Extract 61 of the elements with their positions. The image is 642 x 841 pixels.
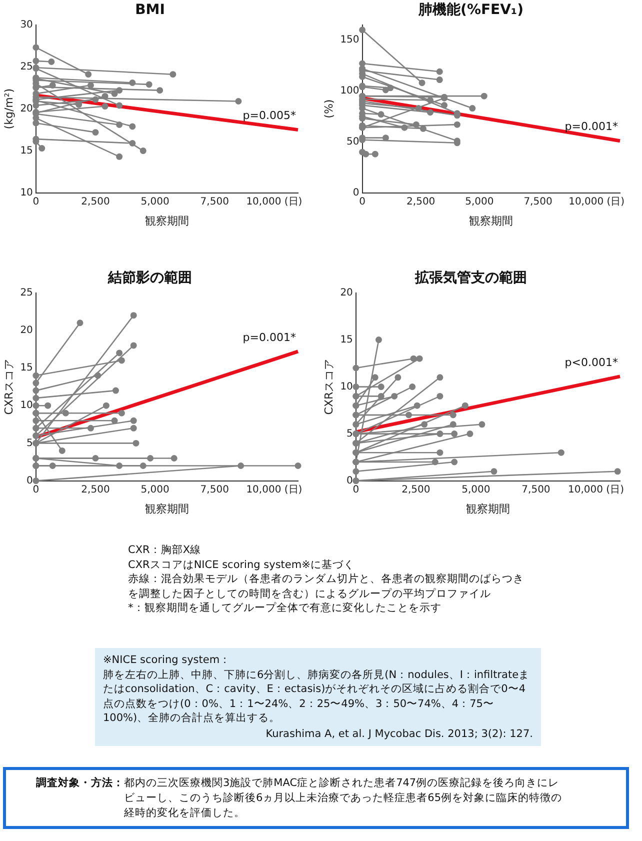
x-tick-label: 5,000: [465, 196, 494, 208]
y-tick-label: 10: [20, 187, 33, 198]
y-tick-label: 0: [346, 475, 353, 486]
annotation: p=0.001*: [564, 120, 618, 134]
x-axis-title: 観察期間: [466, 502, 510, 516]
text: 赤線：混合効果モデル（各患者のランダム切片と、各患者の観察期間のばらつきを調整した因子としての時間を含む）によるグループの平均プロファイル: [128, 572, 525, 601]
text: Kurashima A, et al. J Mycobac Dis. 2013; 3(2): 127.: [264, 726, 533, 741]
x-tick-label: 5,000: [140, 196, 170, 208]
x-tick-label: 2,500: [402, 484, 430, 496]
x-tick-label: 10,000 (日): [246, 484, 302, 496]
x-axis-title: 観察期間: [469, 214, 514, 228]
annotation: p=0.005*: [242, 109, 296, 122]
y-tick-label: 10: [20, 400, 33, 412]
text: 都内の三次医療機関3施設で肺MAC症と診断された患者747例の医療記録を後ろ向きにレビューし、このうち診断後6ヵ月以上未治療であった軽症患者65例を対象に臨床的特徴の経時的変化を評価した。: [124, 776, 564, 821]
text: CXR：胸部X線: [128, 543, 202, 558]
x-tick-label: 10,000 (日): [246, 196, 302, 208]
y-tick-label: 10: [340, 381, 353, 392]
y-tick-label: 25: [20, 61, 33, 72]
text: CXRスコアはNICE scoring system※に基づく: [128, 558, 356, 572]
annotation: p=0.001*: [242, 330, 296, 344]
x-tick-label: 2,500: [406, 196, 436, 208]
y-tick-label: 150: [340, 34, 360, 46]
chart-title: 肺機能(%FEV₁): [418, 2, 524, 18]
y-tick-label: 25: [20, 287, 33, 298]
y-tick-label: 50: [346, 136, 360, 148]
annotation: p<0.001*: [564, 356, 618, 369]
x-tick-label: 2,500: [81, 484, 110, 496]
chart-title: BMI: [135, 2, 165, 18]
x-tick-label: 7,500: [522, 484, 550, 496]
chart-title: 結節影の範囲: [107, 270, 192, 286]
text: *：観察期間を通してグループ全体で有意に変化したことを示す: [128, 601, 442, 616]
y-tick-label: 15: [340, 334, 353, 346]
y-tick-label: 100: [340, 86, 360, 97]
x-tick-label: 10,000 (日): [568, 196, 625, 208]
y-tick-label: 5: [346, 428, 353, 440]
y-axis-title: (kg/m²): [2, 88, 16, 130]
text: 肺を左右の上肺、中肺、下肺に6分割し、肺病変の各所見(N：nodules、I：infiltrateまたはconsolidation、C：cavity、E：ectasis)がそれぞれその区域に占める割合で0〜4点の点数をつけ(0：0%、1：1〜24%、2：25〜49%、3：50〜74%、4：75〜100%)、全肺の合計点を算出する。: [103, 668, 531, 726]
x-tick-label: 5,000: [140, 484, 170, 496]
y-tick-label: 5: [26, 438, 33, 449]
y-tick-label: 20: [20, 103, 33, 114]
y-axis-title: (%): [322, 99, 336, 118]
y-axis-title: CXRスコア: [2, 358, 16, 415]
text: ※NICE scoring system：: [103, 653, 232, 668]
y-tick-label: 0: [352, 187, 360, 198]
y-tick-label: 0: [26, 475, 33, 486]
y-tick-label: 20: [20, 324, 33, 336]
y-tick-label: 30: [20, 19, 33, 30]
y-tick-label: 20: [340, 287, 353, 298]
x-axis-title: 観察期間: [144, 502, 189, 516]
y-tick-label: 15: [20, 145, 33, 156]
x-axis-title: 観察期間: [144, 214, 189, 228]
x-tick-label: 10,000 (日): [568, 484, 624, 496]
x-tick-label: 2,500: [81, 196, 110, 208]
x-tick-label: 5,000: [462, 484, 490, 496]
x-tick-label: 7,500: [200, 196, 229, 208]
text: 調査対象・方法：: [36, 776, 124, 791]
y-tick-label: 15: [20, 362, 33, 374]
x-tick-label: 7,500: [200, 484, 229, 496]
chart-title: 拡張気管支の範囲: [414, 269, 527, 286]
x-tick-label: 7,500: [524, 196, 552, 208]
y-axis-title: CXRスコア: [322, 358, 336, 415]
